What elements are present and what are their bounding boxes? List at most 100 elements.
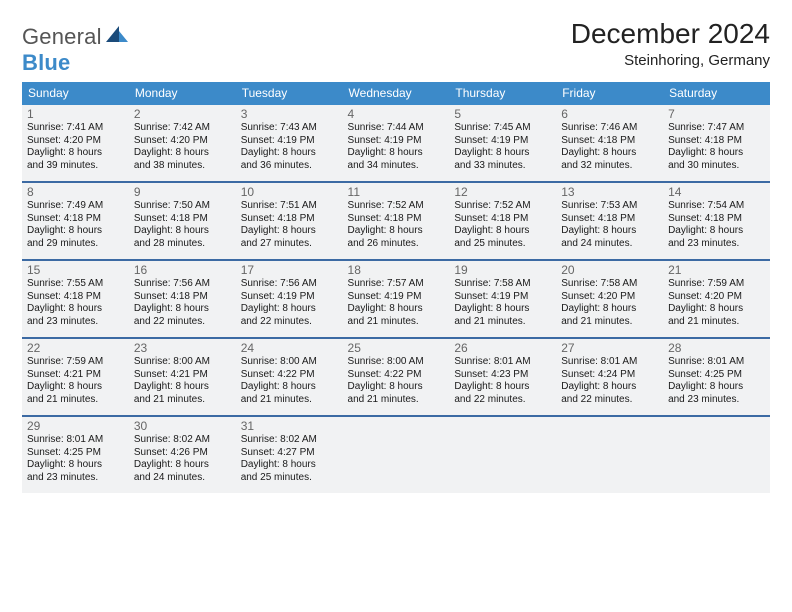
daylight-text: and 33 minutes.	[454, 160, 551, 173]
sunset-text: Sunset: 4:26 PM	[134, 447, 231, 460]
calendar-cell: 16Sunrise: 7:56 AMSunset: 4:18 PMDayligh…	[129, 260, 236, 338]
calendar-cell	[556, 416, 663, 493]
day-cell: 31Sunrise: 8:02 AMSunset: 4:27 PMDayligh…	[236, 417, 343, 493]
daylight-text: and 28 minutes.	[134, 238, 231, 251]
sunrise-text: Sunrise: 8:01 AM	[454, 356, 551, 369]
day-header: Tuesday	[236, 82, 343, 105]
daylight-text: Daylight: 8 hours	[668, 303, 765, 316]
calendar-week-row: 22Sunrise: 7:59 AMSunset: 4:21 PMDayligh…	[22, 338, 770, 416]
brand-logo: General Blue	[22, 18, 128, 76]
calendar-cell: 29Sunrise: 8:01 AMSunset: 4:25 PMDayligh…	[22, 416, 129, 493]
sunset-text: Sunset: 4:22 PM	[348, 369, 445, 382]
daylight-text: and 23 minutes.	[668, 394, 765, 407]
sunrise-text: Sunrise: 7:59 AM	[27, 356, 124, 369]
calendar-cell: 2Sunrise: 7:42 AMSunset: 4:20 PMDaylight…	[129, 105, 236, 182]
day-number: 27	[561, 341, 658, 355]
daylight-text: and 22 minutes.	[454, 394, 551, 407]
sunrise-text: Sunrise: 8:00 AM	[348, 356, 445, 369]
calendar-cell: 20Sunrise: 7:58 AMSunset: 4:20 PMDayligh…	[556, 260, 663, 338]
calendar-cell: 23Sunrise: 8:00 AMSunset: 4:21 PMDayligh…	[129, 338, 236, 416]
day-cell: 10Sunrise: 7:51 AMSunset: 4:18 PMDayligh…	[236, 183, 343, 259]
day-cell: 9Sunrise: 7:50 AMSunset: 4:18 PMDaylight…	[129, 183, 236, 259]
day-number: 23	[134, 341, 231, 355]
sunrise-text: Sunrise: 8:01 AM	[561, 356, 658, 369]
daylight-text: Daylight: 8 hours	[241, 303, 338, 316]
day-number: 3	[241, 107, 338, 121]
calendar-cell: 31Sunrise: 8:02 AMSunset: 4:27 PMDayligh…	[236, 416, 343, 493]
sunset-text: Sunset: 4:19 PM	[454, 291, 551, 304]
sunset-text: Sunset: 4:18 PM	[134, 291, 231, 304]
day-cell: 17Sunrise: 7:56 AMSunset: 4:19 PMDayligh…	[236, 261, 343, 337]
calendar-cell: 26Sunrise: 8:01 AMSunset: 4:23 PMDayligh…	[449, 338, 556, 416]
daylight-text: Daylight: 8 hours	[241, 459, 338, 472]
day-cell: 26Sunrise: 8:01 AMSunset: 4:23 PMDayligh…	[449, 339, 556, 415]
daylight-text: and 26 minutes.	[348, 238, 445, 251]
day-cell: 13Sunrise: 7:53 AMSunset: 4:18 PMDayligh…	[556, 183, 663, 259]
daylight-text: Daylight: 8 hours	[241, 381, 338, 394]
heading: December 2024 Steinhoring, Germany	[571, 18, 770, 69]
day-number: 18	[348, 263, 445, 277]
day-cell: 14Sunrise: 7:54 AMSunset: 4:18 PMDayligh…	[663, 183, 770, 259]
daylight-text: Daylight: 8 hours	[134, 147, 231, 160]
day-number: 20	[561, 263, 658, 277]
sunrise-text: Sunrise: 7:58 AM	[561, 278, 658, 291]
day-cell: 25Sunrise: 8:00 AMSunset: 4:22 PMDayligh…	[343, 339, 450, 415]
day-cell: 12Sunrise: 7:52 AMSunset: 4:18 PMDayligh…	[449, 183, 556, 259]
daylight-text: Daylight: 8 hours	[561, 225, 658, 238]
sunrise-text: Sunrise: 7:47 AM	[668, 122, 765, 135]
calendar-cell	[343, 416, 450, 493]
sunset-text: Sunset: 4:25 PM	[668, 369, 765, 382]
daylight-text: and 21 minutes.	[27, 394, 124, 407]
daylight-text: and 21 minutes.	[561, 316, 658, 329]
day-cell: 18Sunrise: 7:57 AMSunset: 4:19 PMDayligh…	[343, 261, 450, 337]
calendar-cell: 19Sunrise: 7:58 AMSunset: 4:19 PMDayligh…	[449, 260, 556, 338]
daylight-text: and 21 minutes.	[668, 316, 765, 329]
daylight-text: Daylight: 8 hours	[348, 147, 445, 160]
day-number: 21	[668, 263, 765, 277]
sunset-text: Sunset: 4:18 PM	[668, 135, 765, 148]
calendar-cell: 13Sunrise: 7:53 AMSunset: 4:18 PMDayligh…	[556, 182, 663, 260]
calendar-week-row: 15Sunrise: 7:55 AMSunset: 4:18 PMDayligh…	[22, 260, 770, 338]
daylight-text: and 39 minutes.	[27, 160, 124, 173]
day-number: 17	[241, 263, 338, 277]
sunset-text: Sunset: 4:19 PM	[348, 291, 445, 304]
sunrise-text: Sunrise: 7:49 AM	[27, 200, 124, 213]
daylight-text: and 21 minutes.	[134, 394, 231, 407]
daylight-text: and 29 minutes.	[27, 238, 124, 251]
location-subtitle: Steinhoring, Germany	[571, 52, 770, 69]
day-number: 19	[454, 263, 551, 277]
sunset-text: Sunset: 4:20 PM	[27, 135, 124, 148]
day-cell: 6Sunrise: 7:46 AMSunset: 4:18 PMDaylight…	[556, 105, 663, 181]
daylight-text: Daylight: 8 hours	[134, 225, 231, 238]
daylight-text: and 24 minutes.	[561, 238, 658, 251]
sunrise-text: Sunrise: 7:43 AM	[241, 122, 338, 135]
daylight-text: Daylight: 8 hours	[668, 381, 765, 394]
day-number: 30	[134, 419, 231, 433]
daylight-text: and 22 minutes.	[134, 316, 231, 329]
day-cell: 8Sunrise: 7:49 AMSunset: 4:18 PMDaylight…	[22, 183, 129, 259]
sunset-text: Sunset: 4:20 PM	[134, 135, 231, 148]
sunrise-text: Sunrise: 8:02 AM	[241, 434, 338, 447]
daylight-text: and 30 minutes.	[668, 160, 765, 173]
daylight-text: Daylight: 8 hours	[134, 303, 231, 316]
sunrise-text: Sunrise: 7:55 AM	[27, 278, 124, 291]
brand-sail-icon	[106, 24, 128, 50]
day-header: Wednesday	[343, 82, 450, 105]
sunset-text: Sunset: 4:20 PM	[561, 291, 658, 304]
daylight-text: Daylight: 8 hours	[134, 381, 231, 394]
daylight-text: Daylight: 8 hours	[454, 381, 551, 394]
sunrise-text: Sunrise: 7:52 AM	[348, 200, 445, 213]
day-cell: 22Sunrise: 7:59 AMSunset: 4:21 PMDayligh…	[22, 339, 129, 415]
brand-logo-text-part1: General	[22, 24, 102, 49]
day-cell: 30Sunrise: 8:02 AMSunset: 4:26 PMDayligh…	[129, 417, 236, 493]
sunset-text: Sunset: 4:18 PM	[134, 213, 231, 226]
sunrise-text: Sunrise: 8:01 AM	[27, 434, 124, 447]
daylight-text: Daylight: 8 hours	[454, 303, 551, 316]
sunset-text: Sunset: 4:19 PM	[241, 135, 338, 148]
daylight-text: Daylight: 8 hours	[27, 303, 124, 316]
daylight-text: Daylight: 8 hours	[27, 381, 124, 394]
brand-logo-text-part2: Blue	[22, 50, 70, 75]
sunrise-text: Sunrise: 7:53 AM	[561, 200, 658, 213]
sunset-text: Sunset: 4:18 PM	[561, 213, 658, 226]
sunrise-text: Sunrise: 7:50 AM	[134, 200, 231, 213]
